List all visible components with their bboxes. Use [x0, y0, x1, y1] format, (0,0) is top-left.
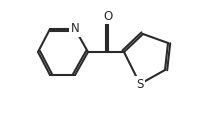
Text: S: S [136, 77, 144, 91]
Text: N: N [71, 22, 79, 36]
Text: O: O [103, 10, 113, 22]
